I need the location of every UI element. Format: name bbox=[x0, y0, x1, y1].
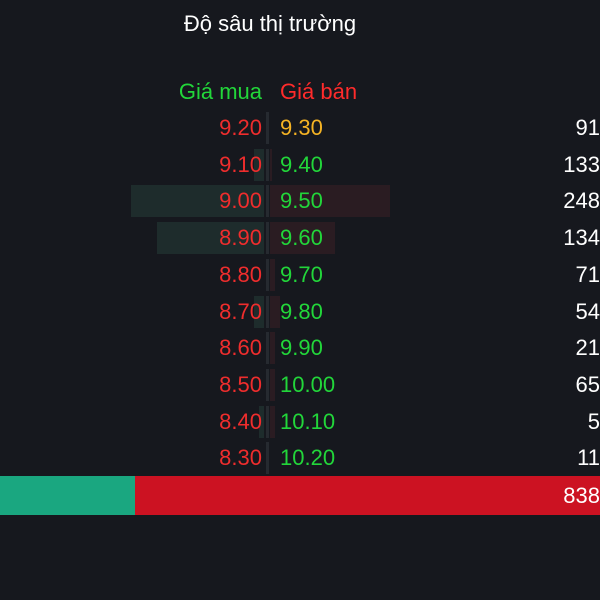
depth-row: 8.90 9.60 134 bbox=[0, 220, 600, 256]
volume: 133 bbox=[563, 151, 600, 177]
total-volume-bar: 838 bbox=[0, 476, 600, 515]
ask-price[interactable]: 9.80 bbox=[280, 298, 323, 324]
depth-row: 8.60 9.90 21 bbox=[0, 330, 600, 366]
bid-price[interactable]: 8.50 bbox=[219, 371, 262, 397]
bid-price[interactable]: 8.70 bbox=[219, 298, 262, 324]
ask-depth-bar bbox=[270, 368, 275, 401]
bid-depth-bar bbox=[157, 222, 264, 255]
ask-price[interactable]: 9.90 bbox=[280, 335, 323, 361]
volume: 134 bbox=[563, 225, 600, 251]
bid-price[interactable]: 9.20 bbox=[219, 115, 262, 140]
ask-price[interactable]: 9.50 bbox=[280, 188, 323, 214]
panel-title: Độ sâu thị trường bbox=[183, 11, 357, 36]
row-divider bbox=[266, 112, 269, 144]
row-divider bbox=[266, 222, 269, 255]
ask-price[interactable]: 10.00 bbox=[280, 371, 336, 397]
volume: 54 bbox=[575, 298, 600, 324]
ask-depth-bar bbox=[270, 222, 335, 255]
bid-depth-bar bbox=[254, 148, 264, 181]
depth-row: 8.50 10.00 65 bbox=[0, 367, 600, 403]
volume: 65 bbox=[575, 371, 600, 397]
ask-price[interactable]: 9.60 bbox=[280, 225, 323, 251]
bid-price[interactable]: 8.40 bbox=[219, 408, 262, 434]
ask-price[interactable]: 9.40 bbox=[280, 151, 323, 177]
row-divider bbox=[266, 368, 269, 401]
bid-depth-bar bbox=[254, 295, 264, 328]
total-buy-bar bbox=[0, 476, 135, 515]
ask-price[interactable]: 10.10 bbox=[280, 408, 336, 434]
ask-price-header: Giá bán bbox=[280, 79, 358, 104]
row-divider bbox=[266, 295, 269, 328]
ask-price[interactable]: 9.70 bbox=[280, 261, 323, 287]
row-divider bbox=[266, 185, 269, 218]
volume: 71 bbox=[575, 261, 600, 287]
depth-row: 9.10 9.40 133 bbox=[0, 147, 600, 183]
bid-depth-bar bbox=[131, 185, 264, 218]
ask-price[interactable]: 9.30 bbox=[280, 115, 323, 140]
volume: 5 bbox=[587, 408, 600, 434]
volume: 11 bbox=[577, 445, 600, 471]
ask-price[interactable]: 10.20 bbox=[280, 445, 336, 471]
row-divider bbox=[266, 332, 269, 365]
depth-row: 8.40 10.10 5 bbox=[0, 404, 600, 440]
bid-price[interactable]: 9.00 bbox=[219, 188, 262, 214]
bid-price[interactable]: 8.80 bbox=[219, 261, 262, 287]
depth-row: 9.00 9.50 248 bbox=[0, 183, 600, 219]
row-divider bbox=[266, 148, 269, 181]
bid-price-header: Giá mua bbox=[178, 79, 262, 104]
depth-row: 9.20 9.30 91 bbox=[0, 110, 600, 146]
row-divider bbox=[266, 405, 269, 438]
depth-row: 8.70 9.80 54 bbox=[0, 294, 600, 330]
ask-depth-bar bbox=[270, 148, 272, 181]
ask-depth-bar bbox=[270, 258, 275, 291]
row-divider bbox=[266, 258, 269, 291]
bid-price[interactable]: 8.60 bbox=[219, 335, 262, 361]
bid-price[interactable]: 8.90 bbox=[219, 225, 262, 251]
depth-row: 8.30 10.20 11 bbox=[0, 440, 600, 476]
bid-price[interactable]: 9.10 bbox=[219, 151, 262, 177]
volume: 91 bbox=[575, 115, 600, 140]
ask-depth-bar bbox=[270, 332, 275, 365]
volume: 21 bbox=[575, 335, 600, 361]
volume: 248 bbox=[563, 188, 600, 214]
bid-price[interactable]: 8.30 bbox=[219, 445, 262, 471]
total-sell-bar: 838 bbox=[135, 476, 600, 515]
ask-depth-bar bbox=[270, 405, 275, 438]
depth-row: 8.80 9.70 71 bbox=[0, 257, 600, 293]
total-sell-volume: 838 bbox=[563, 483, 600, 508]
row-divider bbox=[266, 442, 269, 475]
ask-depth-bar bbox=[270, 185, 390, 218]
ask-depth-bar bbox=[270, 295, 280, 328]
bid-depth-bar bbox=[259, 405, 264, 438]
